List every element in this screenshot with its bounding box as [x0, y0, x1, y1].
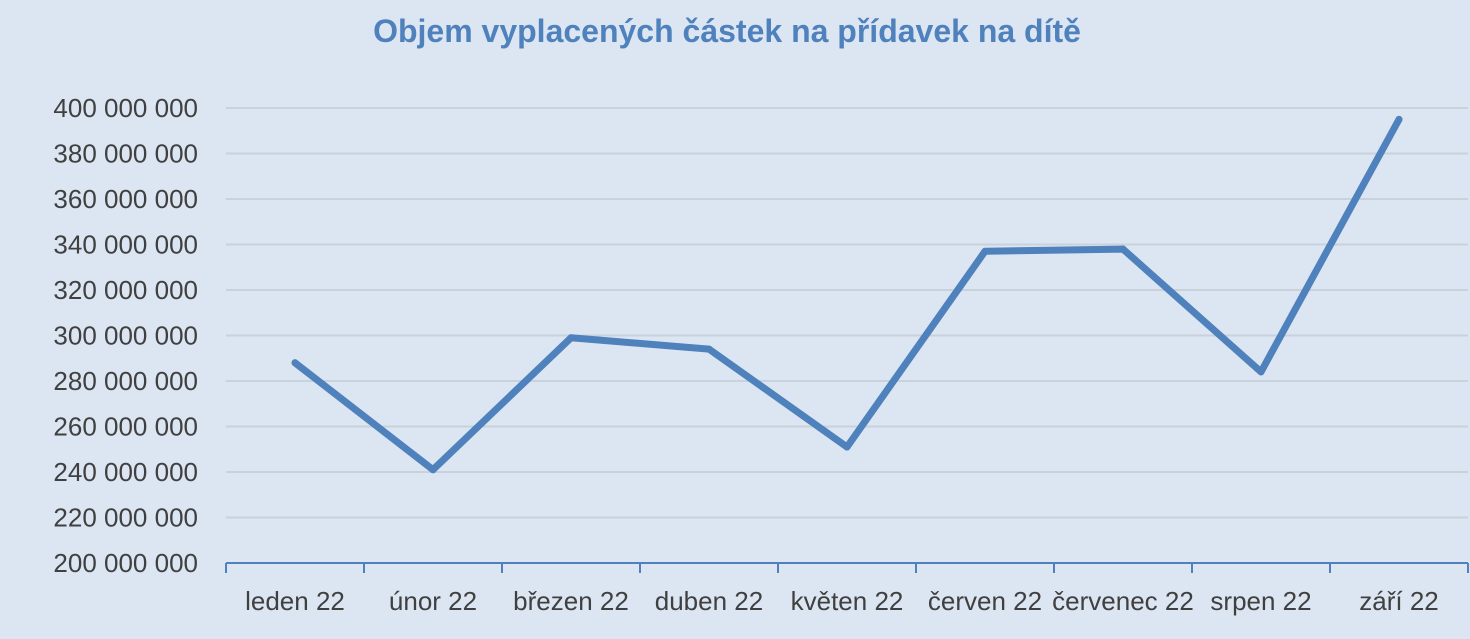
data-point — [1119, 245, 1127, 253]
y-tick-label: 340 000 000 — [53, 230, 198, 260]
series-line — [291, 115, 1403, 474]
data-point — [291, 359, 299, 367]
y-tick-label: 220 000 000 — [53, 503, 198, 533]
y-tick-label: 400 000 000 — [53, 93, 198, 123]
chart-title: Objem vyplacených částek na přídavek na … — [373, 13, 1081, 49]
y-tick-label: 320 000 000 — [53, 275, 198, 305]
x-tick-label: březen 22 — [513, 586, 629, 616]
x-tick-label: červenec 22 — [1052, 586, 1194, 616]
y-tick-label: 300 000 000 — [53, 321, 198, 351]
x-tick-label: září 22 — [1359, 586, 1439, 616]
x-tick-label: duben 22 — [655, 586, 763, 616]
y-tick-label: 240 000 000 — [53, 457, 198, 487]
data-point — [1395, 115, 1403, 123]
data-point — [429, 466, 437, 474]
data-point — [567, 334, 575, 342]
x-axis — [225, 562, 1469, 573]
y-tick-label: 380 000 000 — [53, 139, 198, 169]
x-tick-label: leden 22 — [245, 586, 345, 616]
y-tick-label: 200 000 000 — [53, 548, 198, 578]
y-tick-label: 280 000 000 — [53, 366, 198, 396]
x-tick-label: červen 22 — [928, 586, 1042, 616]
x-tick-label: květen 22 — [791, 586, 904, 616]
y-tick-label: 360 000 000 — [53, 184, 198, 214]
x-tick-label: srpen 22 — [1210, 586, 1311, 616]
data-point — [981, 247, 989, 255]
series-layer — [291, 115, 1403, 474]
x-tick-label: únor 22 — [389, 586, 477, 616]
data-point — [1257, 368, 1265, 376]
y-tick-label: 260 000 000 — [53, 412, 198, 442]
y-axis-ticks: 200 000 000 220 000 000 240 000 000 260 000… — [53, 93, 198, 578]
data-point — [705, 345, 713, 353]
data-point — [843, 443, 851, 451]
x-axis-ticks: leden 22 únor 22 březen 22 duben 22 květen 2… — [245, 586, 1439, 616]
